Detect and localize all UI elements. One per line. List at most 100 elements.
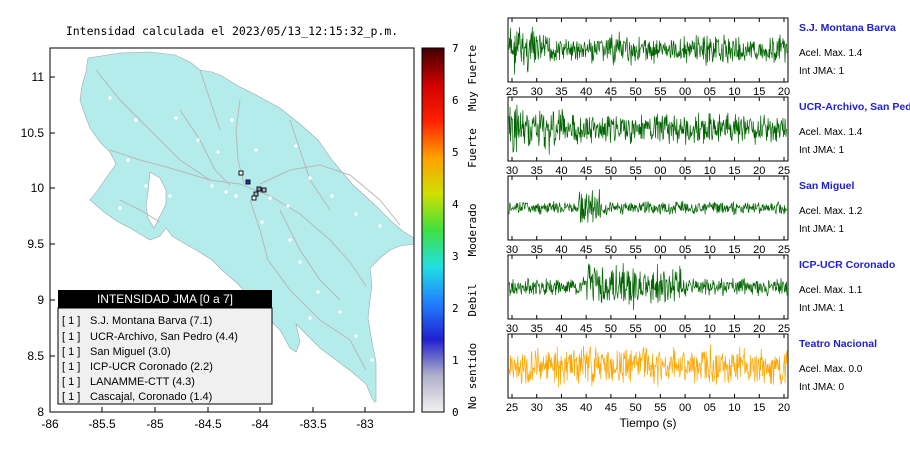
- waveform-panel: 25 30 35 40 45 50 55 00 05 10 15 20 Teatro Nacional A…: [506, 333, 877, 414]
- colorbar-tick: 2: [452, 302, 459, 315]
- legend-item-label: ICP-UCR Coronado (2.2): [90, 361, 213, 373]
- station-marker: [238, 170, 244, 176]
- map-panel: -86 -85.5 -85 -84.5 -84 -83.5 -83 11 10.…: [21, 47, 415, 431]
- waveform-tick-label: 55: [654, 402, 666, 414]
- colorbar-category-label: Moderado: [466, 204, 479, 257]
- waveform-tick-label: 50: [605, 165, 617, 177]
- station-accel: Acel. Max. 0.0: [799, 364, 863, 375]
- waveform-tick-label: 30: [506, 165, 518, 177]
- waveform-x-axis-label: Tiempo (s): [620, 416, 677, 430]
- waveform-panels: 25 30 35 40 45 50 55 00 05 10 15 20 S.J. Montana Bar…: [506, 17, 910, 414]
- legend-item-level: [ 1 ]: [62, 376, 80, 388]
- colorbar-tick: 0: [452, 406, 459, 419]
- legend-header: INTENSIDAD JMA [0 a 7]: [97, 292, 233, 306]
- legend-item-level: [ 1 ]: [62, 391, 80, 403]
- legend-item-label: Cascajal, Coronado (1.4): [90, 391, 212, 403]
- station-name: S.J. Montana Barva: [799, 22, 896, 34]
- waveform-panel: 30 35 40 45 50 55 00 05 10 15 20 25 ICP-UCR Coronado…: [506, 254, 895, 335]
- waveform-tick-label: 30: [531, 86, 543, 98]
- colorbar-tick: 6: [452, 94, 459, 107]
- legend-item-level: [ 1 ]: [62, 346, 80, 358]
- waveform-tick-label: 05: [704, 402, 716, 414]
- costa-rica-landmass: [79, 51, 415, 405]
- waveform-tick-label: 25: [506, 86, 518, 98]
- colorbar-tick: 1: [452, 354, 459, 367]
- waveform-trace: [508, 26, 788, 75]
- waveform-tick-label: 30: [531, 402, 543, 414]
- waveform-panel: 30 35 40 45 50 55 00 05 10 15 20 25 UCR-Archivo, San…: [506, 96, 910, 177]
- legend-item-level: [ 1 ]: [62, 315, 80, 327]
- y-tick-label: 8.5: [27, 349, 44, 363]
- x-tick-label: -84: [251, 417, 269, 431]
- waveform-tick-label: 10: [728, 402, 740, 414]
- waveform-tick-label: 55: [654, 86, 666, 98]
- station-accel: Acel. Max. 1.2: [799, 206, 863, 217]
- waveform-tick-label: 35: [531, 323, 543, 335]
- waveform-tick-label: 05: [679, 244, 691, 256]
- waveform-tick-label: 40: [555, 244, 567, 256]
- waveform-tick-label: 35: [555, 86, 567, 98]
- station-marker: [245, 179, 251, 185]
- waveform-tick-label: 50: [605, 323, 617, 335]
- nicoya-gulf: [145, 171, 167, 229]
- waveform-tick-label: 50: [630, 402, 642, 414]
- station-accel: Acel. Max. 1.4: [799, 48, 863, 59]
- station-jma: Int JMA: 1: [799, 303, 844, 314]
- waveform-tick-label: 35: [555, 402, 567, 414]
- waveform-tick-label: 35: [531, 165, 543, 177]
- waveform-tick-label: 15: [753, 86, 765, 98]
- waveform-tick-label: 20: [753, 323, 765, 335]
- waveform-tick-label: 40: [555, 323, 567, 335]
- waveform-tick-label: 25: [778, 165, 790, 177]
- station-jma: Int JMA: 0: [799, 382, 844, 393]
- waveform-tick-label: 05: [679, 165, 691, 177]
- waveform-tick-label: 30: [506, 323, 518, 335]
- colorbar-tick: 7: [452, 42, 459, 55]
- city-markers: [108, 96, 382, 406]
- y-tick-label: 10: [31, 181, 45, 195]
- legend-item-level: [ 1 ]: [62, 361, 80, 373]
- station-jma: Int JMA: 1: [799, 145, 844, 156]
- colorbar-tick: 5: [452, 146, 459, 159]
- waveform-tick-label: 10: [704, 323, 716, 335]
- station-markers: [238, 170, 267, 201]
- waveform-trace: [508, 189, 788, 223]
- colorbar-frame: [421, 47, 445, 413]
- waveform-tick-label: 15: [728, 323, 740, 335]
- station-name: San Miguel: [799, 180, 855, 192]
- waveform-tick-label: 00: [679, 402, 691, 414]
- y-tick-label: 8: [37, 405, 44, 419]
- waveform-frame: [507, 96, 789, 162]
- map-tick-marks: [49, 76, 366, 413]
- waveform-tick-label: 15: [753, 402, 765, 414]
- station-name: Teatro Nacional: [799, 338, 877, 350]
- waveform-tick-label: 25: [778, 244, 790, 256]
- waveform-tick-label: 20: [753, 244, 765, 256]
- x-tick-label: -85: [146, 417, 164, 431]
- waveform-tick-label: 55: [630, 165, 642, 177]
- waveform-tick-label: 20: [778, 402, 790, 414]
- waveform-tick-label: 50: [630, 86, 642, 98]
- waveform-tick-label: 45: [580, 244, 592, 256]
- station-jma: Int JMA: 1: [799, 224, 844, 235]
- map-y-tick-labels: 11 10.5 10 9.5 9 8.5 8: [21, 70, 45, 419]
- station-accel: Acel. Max. 1.4: [799, 127, 863, 138]
- x-tick-label: -83.5: [299, 417, 327, 431]
- colorbar-fill: [422, 48, 444, 412]
- legend-item-label: San Miguel (3.0): [90, 346, 171, 358]
- waveform-tick-label: 55: [630, 323, 642, 335]
- waveform-tick-label: 25: [778, 323, 790, 335]
- map-x-tick-labels: -86 -85.5 -85 -84.5 -84 -83.5 -83: [41, 417, 374, 431]
- station-marker: [261, 187, 267, 193]
- road-network: [95, 69, 401, 371]
- waveform-tick-label: 55: [630, 244, 642, 256]
- station-jma: Int JMA: 1: [799, 66, 844, 77]
- waveform-tick-label: 05: [679, 323, 691, 335]
- waveform-tick-label: 15: [728, 165, 740, 177]
- legend-item-label: LANAMME-CTT (4.3): [90, 376, 195, 388]
- waveform-tick-label: 10: [704, 165, 716, 177]
- station-marker: [251, 195, 257, 201]
- waveform-tick-label: 45: [605, 402, 617, 414]
- waveform-tick-label: 40: [580, 86, 592, 98]
